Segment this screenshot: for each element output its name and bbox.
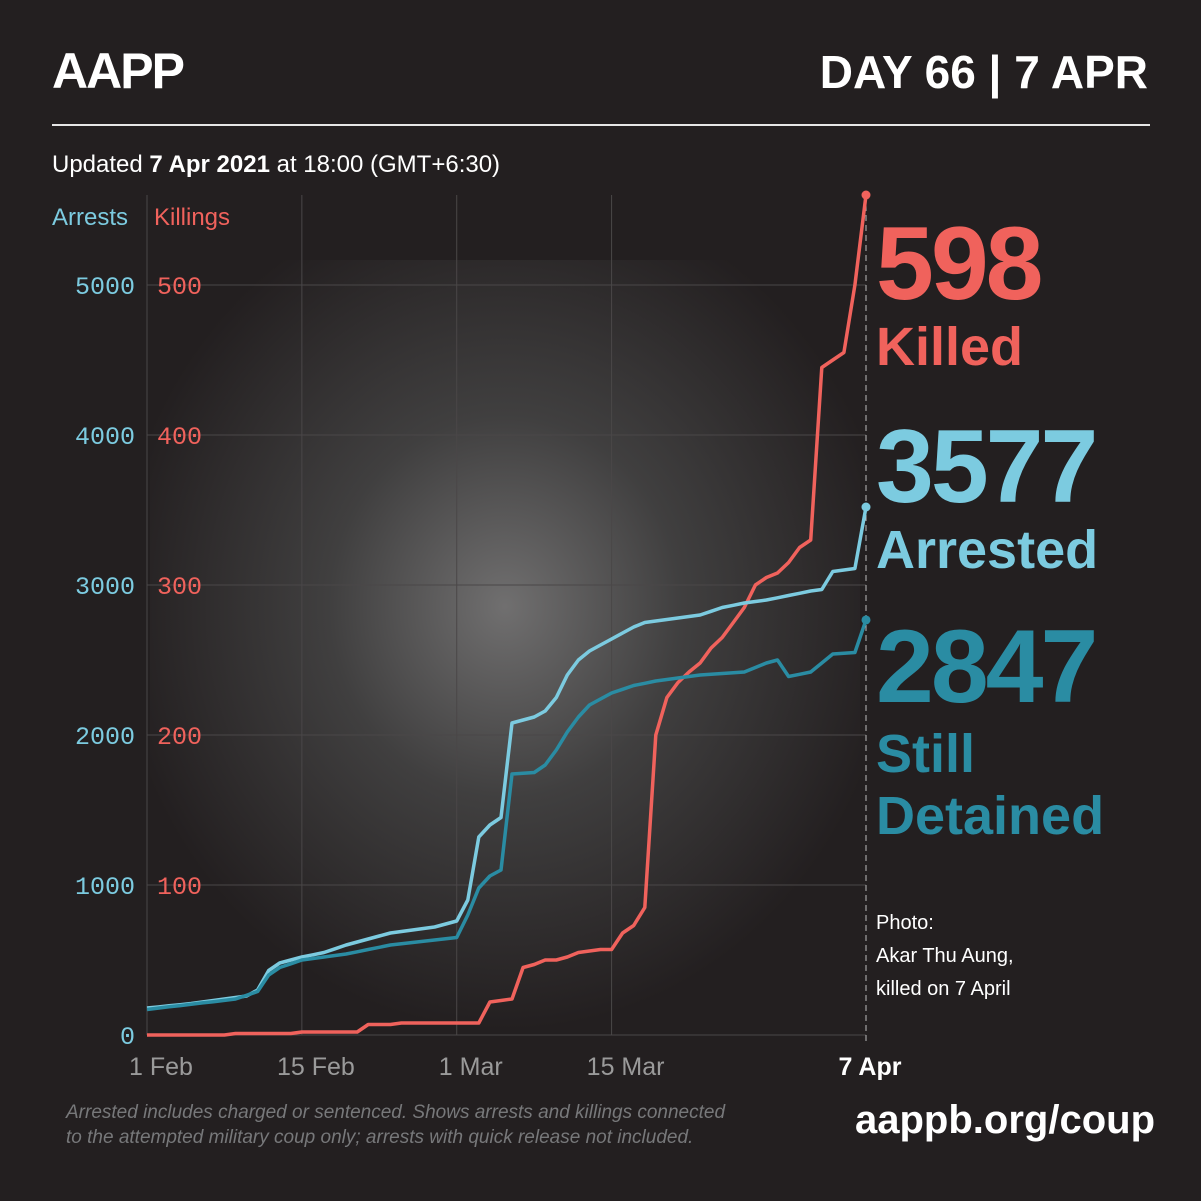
photo-credit: Akar Thu Aung,	[876, 945, 1014, 967]
stat-detained: 2847 Still Detained	[876, 615, 1166, 847]
y-tick-label: 1000	[75, 873, 135, 902]
series-line	[146, 619, 868, 1012]
subtitle-date: 7 Apr 2021	[149, 151, 270, 178]
chart-title: AAPP	[52, 43, 184, 99]
grid	[146, 195, 867, 1045]
stat-killed: 598 Killed	[876, 206, 1044, 377]
x-tick-label: 15 Feb	[277, 1053, 355, 1081]
photo-credit: Photo:	[876, 912, 934, 934]
stat-label: Killed	[876, 317, 1024, 377]
subtitle-prefix: Updated	[52, 151, 143, 178]
y-tick-label: 2000	[75, 723, 135, 752]
y2-axis-label: Killings	[154, 204, 230, 231]
x-tick-label: 1 Feb	[129, 1053, 193, 1081]
stat-arrested: 3577 Arrested	[876, 415, 1098, 577]
photo-credit: killed on 7 April	[876, 978, 1011, 1000]
end-point	[861, 190, 871, 200]
y2-tick-label: 100	[157, 873, 202, 902]
end-point	[861, 615, 871, 625]
x-tick-label: 7 Apr	[839, 1053, 902, 1081]
footnote: Arrested includes charged or sentenced. …	[65, 1102, 726, 1123]
subtitle-suffix: at 18:00 (GMT+6:30)	[277, 151, 500, 178]
y2-tick-label: 500	[157, 273, 202, 302]
y-tick-label: 3000	[75, 573, 135, 602]
stat-label: Arrested	[876, 520, 1099, 580]
y-axis-label: Arrests	[52, 204, 128, 231]
subtitle: Updated 7 Apr 2021 at 18:00 (GMT+6:30)	[52, 151, 500, 178]
y-tick-label: 4000	[75, 423, 135, 452]
day-label: DAY 66 | 7 APR	[820, 46, 1148, 98]
series-line	[146, 506, 868, 1010]
stat-number: 598	[876, 206, 1044, 322]
photo	[150, 260, 860, 1030]
y2-tick-label: 200	[157, 723, 202, 752]
end-point	[861, 502, 871, 512]
y-tick-label: 5000	[75, 273, 135, 302]
y2-tick-label: 400	[157, 423, 202, 452]
footnote: to the attempted military coup only; arr…	[66, 1127, 693, 1148]
y-tick-label: 0	[120, 1023, 135, 1052]
y2-tick-label: 300	[157, 573, 202, 602]
x-tick-label: 1 Mar	[439, 1053, 503, 1081]
url: aappb.org/coup	[855, 1098, 1155, 1142]
stat-label: Still Detained	[876, 724, 1105, 846]
stat-number: 2847	[876, 609, 1098, 725]
stat-number: 3577	[876, 409, 1098, 525]
x-tick-label: 15 Mar	[587, 1053, 665, 1081]
